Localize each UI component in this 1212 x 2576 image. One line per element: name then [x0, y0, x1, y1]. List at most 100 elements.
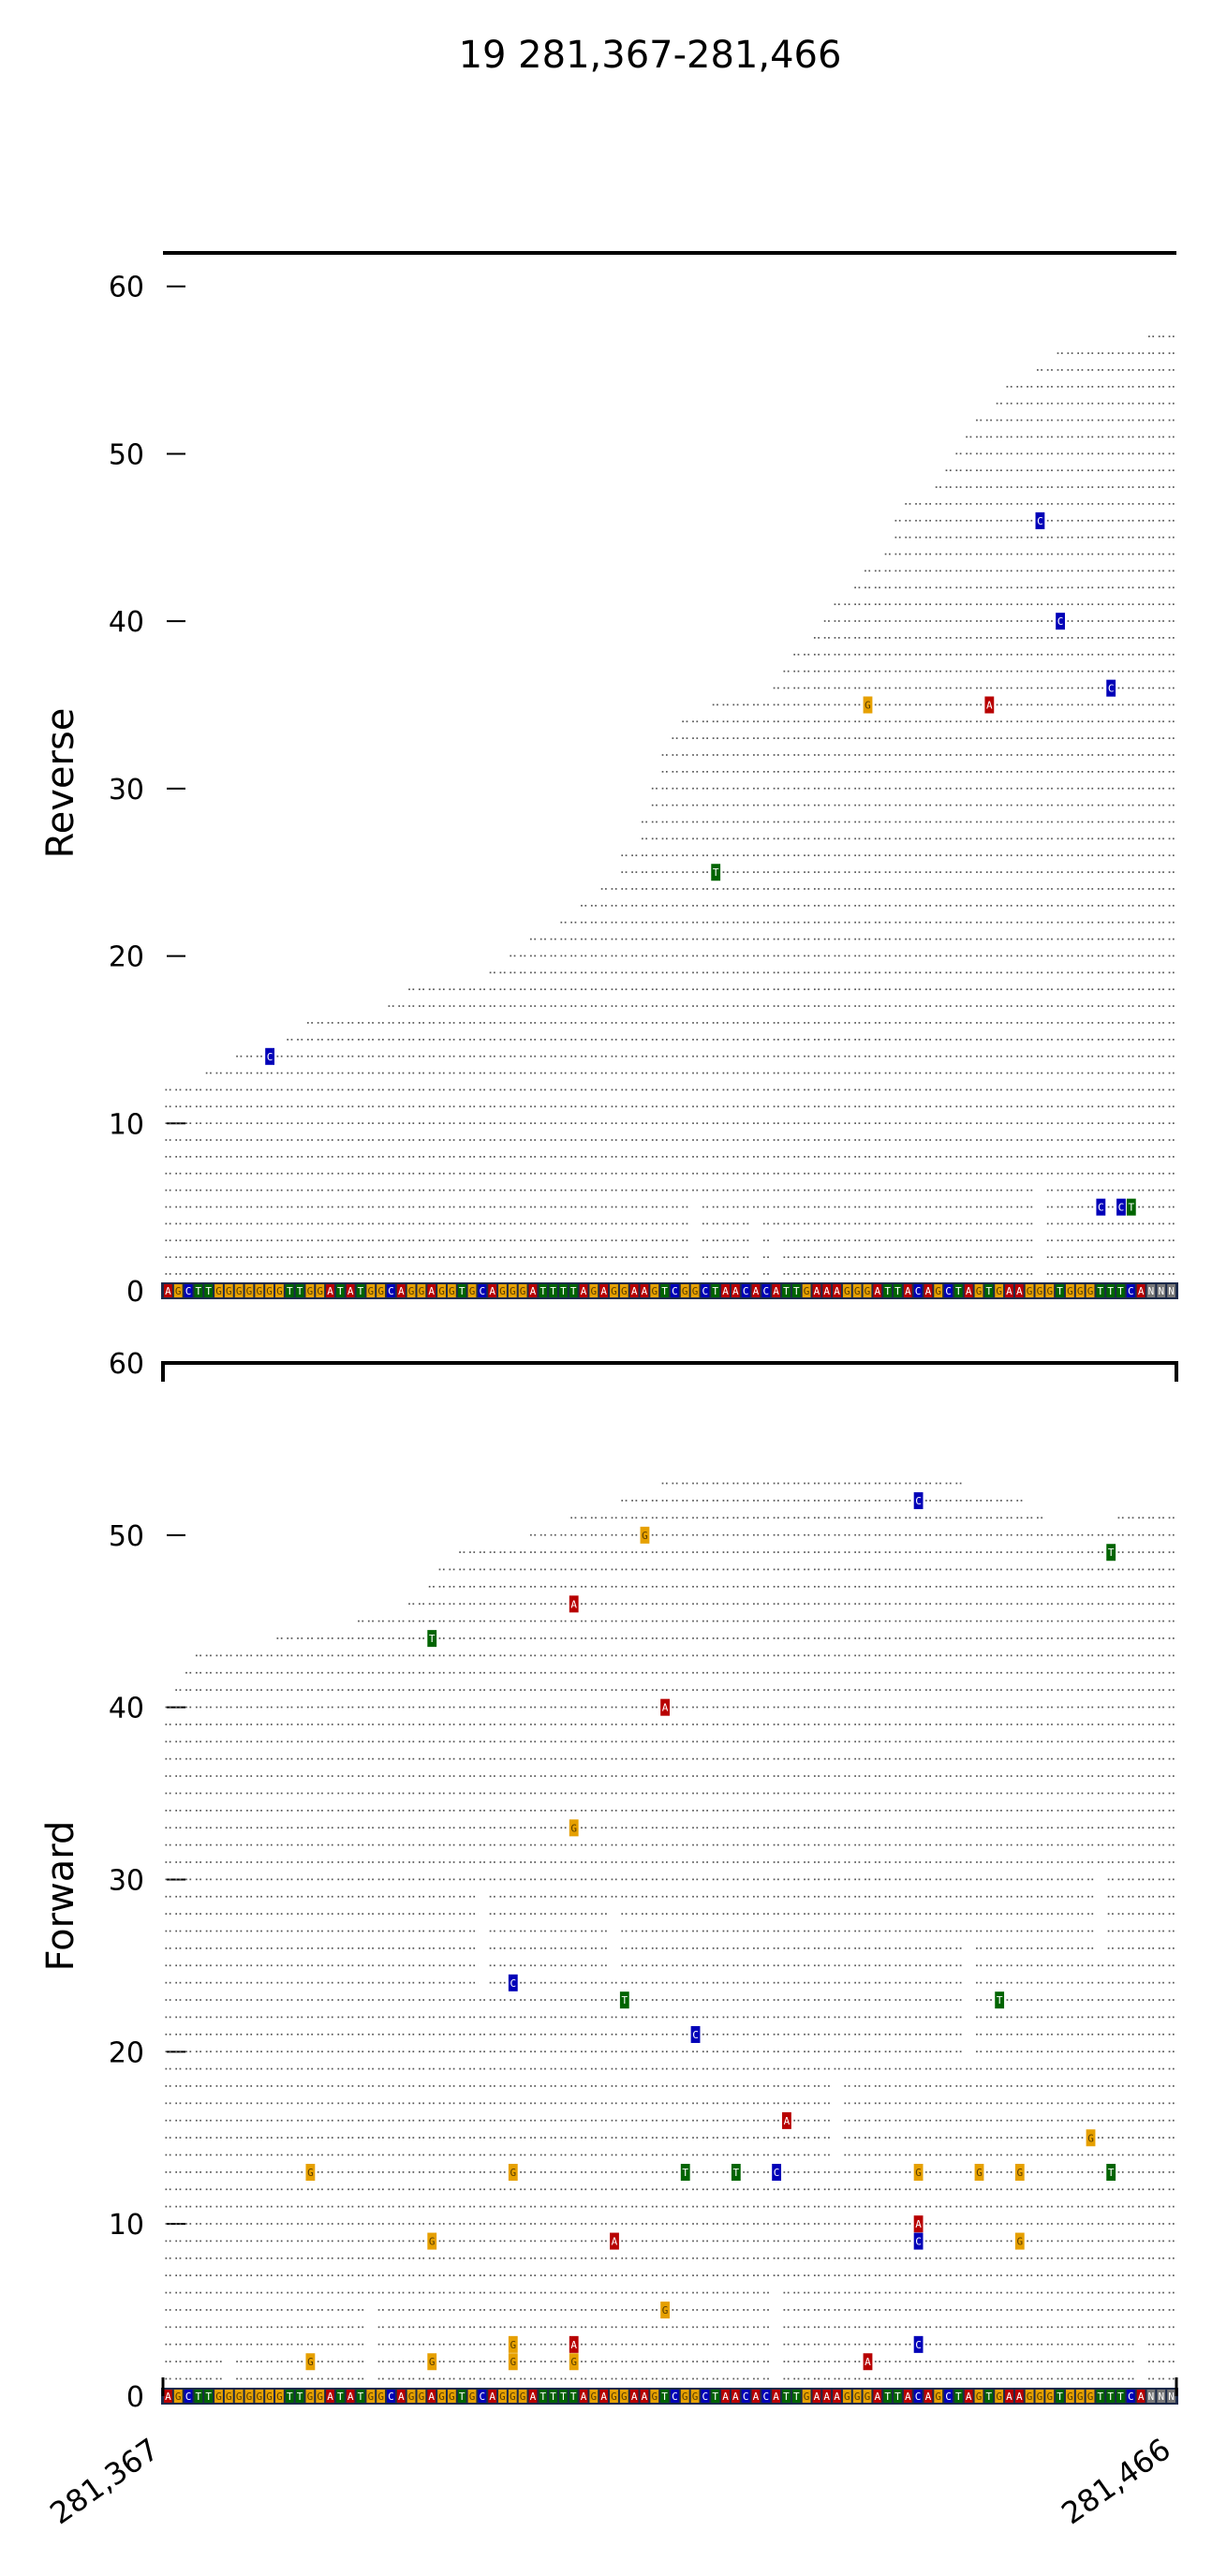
read-dot [905, 737, 908, 739]
read-dot [767, 1239, 769, 1242]
read-dot [1006, 938, 1009, 940]
read-dot [1016, 536, 1019, 539]
read-dot [351, 1222, 354, 1225]
read-dot [1041, 1172, 1043, 1175]
read-dot [554, 1206, 556, 1208]
read-dot [915, 586, 917, 589]
read-dot [337, 1022, 340, 1024]
read-dot [706, 837, 708, 840]
read-dot [1010, 1005, 1012, 1007]
read-dot [959, 1222, 962, 1225]
read-dot [574, 1189, 577, 1192]
read-dot [449, 1088, 451, 1091]
read-dot [205, 1072, 208, 1074]
read-dot [665, 1055, 668, 1058]
read-dot [489, 971, 492, 974]
read-dot [868, 1256, 871, 1258]
read-dot [793, 737, 796, 739]
read-dot [428, 1172, 431, 1175]
read-dot [692, 871, 694, 873]
read-dot [767, 1072, 769, 1074]
read-dot [1030, 1239, 1033, 1242]
read-dot [767, 904, 769, 907]
read-dot [358, 1172, 360, 1175]
read-dot [757, 1206, 760, 1208]
read-dot [524, 1072, 526, 1074]
read-dot [783, 871, 786, 873]
read-dot [651, 1139, 654, 1141]
read-dot [949, 921, 952, 924]
read-dot [813, 1122, 816, 1124]
read-dot [959, 888, 962, 890]
read-dot [682, 971, 685, 974]
read-dot [494, 1038, 495, 1041]
read-dot [469, 1022, 471, 1024]
read-dot [388, 1005, 391, 1007]
read-dot [1037, 737, 1039, 739]
read-dot [909, 503, 911, 505]
read-dot [672, 1139, 674, 1141]
read-dot [1000, 854, 1002, 857]
read-dot [732, 1122, 735, 1124]
read-dot [651, 888, 654, 890]
read-dot [818, 1122, 820, 1124]
read-dot [706, 1139, 708, 1141]
read-dot [985, 503, 988, 505]
read-dot [459, 1273, 461, 1275]
read-dot [433, 1055, 435, 1058]
read-dot [1027, 955, 1028, 957]
read-dot [985, 536, 988, 539]
read-dot [813, 1038, 816, 1041]
read-dot [452, 988, 455, 991]
read-dot [205, 1256, 208, 1258]
read-dot [762, 703, 765, 706]
read-dot [377, 1022, 380, 1024]
read-dot [331, 1222, 333, 1225]
read-dot [367, 1239, 370, 1242]
read-dot [625, 854, 628, 857]
read-dot [939, 653, 941, 656]
read-dot [195, 1256, 198, 1258]
read-dot [787, 737, 790, 739]
read-dot [945, 586, 948, 589]
read-dot [1000, 837, 1002, 840]
read-dot [661, 988, 664, 991]
read-dot [1027, 1156, 1028, 1158]
read-dot [868, 1172, 871, 1175]
read-dot [804, 1055, 806, 1058]
read-dot [321, 1206, 323, 1208]
read-dot [1006, 1139, 1009, 1141]
read-dot [706, 1022, 708, 1024]
read-dot [665, 1105, 668, 1108]
read-dot [382, 1172, 384, 1175]
read-dot [433, 1072, 435, 1074]
read-dot [879, 720, 880, 723]
read-dot [337, 1222, 340, 1225]
read-dot [675, 787, 678, 790]
read-dot [554, 1005, 556, 1007]
read-dot [777, 1122, 779, 1124]
read-dot [929, 1038, 931, 1041]
read-dot [1041, 804, 1043, 807]
read-dot [726, 1222, 729, 1225]
read-dot [570, 1022, 572, 1024]
read-dot [595, 1005, 597, 1007]
read-dot [696, 1038, 699, 1041]
read-dot [773, 1038, 776, 1041]
read-dot [189, 1139, 192, 1141]
read-dot [489, 1055, 492, 1058]
read-dot [828, 1139, 830, 1141]
read-dot [828, 1105, 830, 1108]
read-dot [185, 1189, 187, 1192]
read-dot [1016, 1256, 1019, 1258]
read-dot [905, 787, 908, 790]
read-dot [976, 854, 978, 857]
read-dot [236, 1105, 238, 1108]
read-dot [939, 888, 941, 890]
read-dot [702, 821, 704, 823]
read-dot [246, 1055, 248, 1058]
read-dot [1041, 938, 1043, 940]
read-dot [722, 1088, 725, 1091]
read-dot [347, 1055, 349, 1058]
read-dot [169, 1139, 171, 1141]
